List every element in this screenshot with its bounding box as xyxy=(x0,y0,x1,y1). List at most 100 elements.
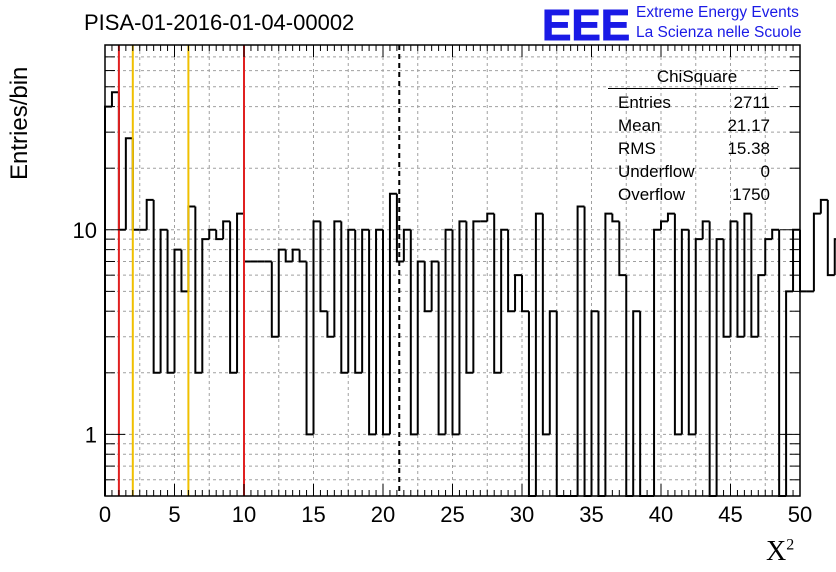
histogram-bin xyxy=(312,220,321,435)
stats-label: Underflow xyxy=(618,162,695,181)
histogram-bin xyxy=(736,221,745,338)
histogram-bin xyxy=(145,198,154,230)
histogram-bin xyxy=(382,229,390,436)
histogram-bin xyxy=(472,220,481,373)
logo-mark-text: EEE xyxy=(542,2,630,44)
histogram-bin xyxy=(826,199,835,277)
histogram-bin xyxy=(833,238,836,276)
histogram-bin xyxy=(750,213,759,338)
histogram-bin xyxy=(757,274,766,337)
histogram-bin xyxy=(159,228,168,373)
x-tick-label: 30 xyxy=(510,502,534,527)
histogram-bin xyxy=(166,229,175,374)
histogram-bin xyxy=(340,221,349,374)
histogram-bin xyxy=(305,261,314,436)
histogram-bin xyxy=(104,105,112,496)
histogram-bin xyxy=(326,311,335,338)
histogram-bin xyxy=(270,261,279,338)
stats-label: Overflow xyxy=(618,185,686,204)
histogram-bin xyxy=(729,220,738,337)
x-tick-label: 35 xyxy=(579,502,603,527)
histogram-bin xyxy=(514,274,522,312)
histogram-bin xyxy=(368,229,377,436)
histogram-bin xyxy=(534,212,543,496)
histogram-bin xyxy=(812,212,821,292)
stats-label: RMS xyxy=(618,139,656,158)
x-axis-label-main: X xyxy=(766,536,787,567)
histogram-bin xyxy=(625,275,634,497)
histogram-bin xyxy=(541,213,550,436)
histogram-bin xyxy=(458,220,467,435)
histogram-bin xyxy=(771,228,780,240)
histogram-bin xyxy=(500,228,509,373)
histogram-bin xyxy=(402,228,411,262)
histogram-bin xyxy=(298,249,307,263)
histogram-bin xyxy=(799,229,807,293)
histogram-bin xyxy=(437,261,446,436)
histogram-bin xyxy=(493,213,502,374)
histogram-bin xyxy=(208,228,217,240)
histogram-bin xyxy=(611,213,620,223)
histogram-bin xyxy=(117,92,126,231)
histogram-bin xyxy=(229,221,238,374)
histogram-bin xyxy=(333,220,342,337)
histogram-bin xyxy=(604,212,613,496)
histogram-bin xyxy=(819,198,828,214)
histogram-bin xyxy=(701,220,710,240)
histogram-bin xyxy=(375,228,383,435)
stats-row-overflow: Overflow 1750 xyxy=(608,183,778,206)
histogram-bin xyxy=(715,238,724,496)
histogram-bin xyxy=(743,212,752,337)
logo-line-1: Extreme Energy Events xyxy=(636,4,799,21)
histogram-bin xyxy=(666,212,675,222)
logo-caption: Extreme Energy Events La Scienza nelle S… xyxy=(636,3,801,43)
stats-value: 0 xyxy=(760,162,770,181)
histogram-bin xyxy=(110,91,119,107)
logo-line-2: La Scienza nelle Scuole xyxy=(636,24,802,41)
histogram-bin xyxy=(639,311,648,497)
y-tick-label: 1 xyxy=(85,422,97,447)
histogram-bin xyxy=(507,229,516,313)
histogram-bin xyxy=(576,205,585,496)
histogram-bin xyxy=(152,199,161,374)
x-tick-label: 5 xyxy=(168,502,180,527)
histogram-bin xyxy=(131,138,140,231)
histogram-bin xyxy=(243,213,251,263)
histogram-bin xyxy=(194,206,203,374)
stats-row-entries: Entries 2711 xyxy=(608,91,778,114)
stats-title: ChiSquare xyxy=(608,66,778,89)
histogram-bin xyxy=(618,221,627,277)
histogram-bin xyxy=(423,261,432,313)
histogram-bin xyxy=(319,221,328,313)
stats-value: 2711 xyxy=(733,93,770,112)
stats-row-rms: RMS 15.38 xyxy=(608,137,778,160)
histogram-bin xyxy=(361,228,370,373)
histogram-bin xyxy=(521,275,529,313)
histogram-bin xyxy=(687,229,696,436)
x-axis-label: X2 xyxy=(766,536,794,568)
histogram-bin xyxy=(201,238,210,373)
histogram-bin xyxy=(653,228,661,496)
histogram-bin xyxy=(527,311,536,497)
x-tick-label: 15 xyxy=(301,502,325,527)
histogram-bin xyxy=(409,229,418,436)
x-tick-label: 25 xyxy=(440,502,464,527)
stats-row-underflow: Underflow 0 xyxy=(608,160,778,183)
histogram-bin xyxy=(660,220,668,230)
histogram-bin xyxy=(236,212,244,373)
histogram-bin xyxy=(785,290,794,496)
histogram-bin xyxy=(395,193,404,263)
histogram-bin xyxy=(486,212,495,222)
stats-label: Mean xyxy=(618,116,661,135)
stats-label: Entries xyxy=(618,93,671,112)
histogram-bin xyxy=(444,228,453,435)
histogram-bin xyxy=(632,310,641,496)
x-tick-label: 10 xyxy=(232,502,256,527)
histogram-bin xyxy=(430,260,439,312)
histogram-bin xyxy=(778,229,787,497)
histogram-bin xyxy=(764,238,773,276)
histogram-bin xyxy=(173,248,182,373)
x-tick-label: 50 xyxy=(788,502,812,527)
histogram-bin xyxy=(416,260,425,435)
stats-row-mean: Mean 21.17 xyxy=(608,114,778,137)
